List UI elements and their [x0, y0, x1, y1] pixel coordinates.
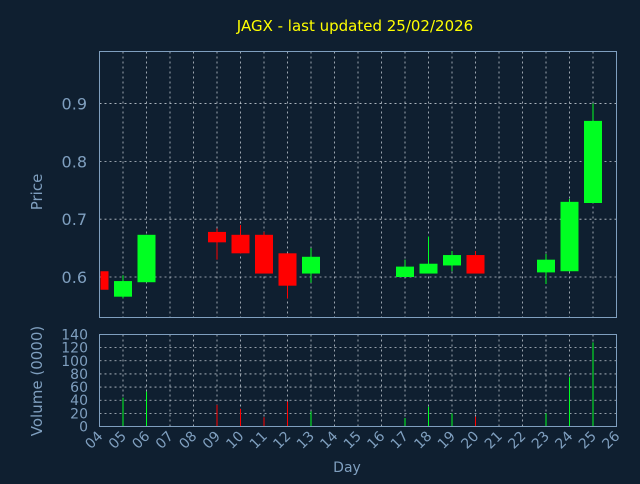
day-tick-label: 12 [270, 429, 294, 453]
price-plot-frame [99, 51, 617, 318]
candle-body [584, 120, 602, 204]
candle [443, 251, 461, 272]
day-tick-label: 07 [153, 429, 177, 453]
candle [137, 234, 156, 283]
price-tick-labels: 0.6 0.7 0.8 0.9 [62, 95, 87, 287]
candle [302, 248, 320, 283]
candle-body [466, 255, 485, 274]
candle-body [537, 259, 555, 273]
candle-body [419, 263, 438, 274]
day-tick-label: 15 [341, 429, 365, 453]
day-tick-label: 14 [317, 428, 341, 452]
day-tick-label: 13 [294, 429, 318, 453]
volume-tick-label: 20 [70, 406, 88, 422]
volume-gridlines [99, 334, 617, 427]
day-tick-label: 05 [106, 429, 130, 453]
volume-tick-label: 100 [61, 354, 88, 370]
candle [396, 259, 414, 278]
volume-tick-label: 60 [70, 380, 88, 396]
candle [537, 253, 555, 284]
price-tick-label: 0.9 [62, 95, 87, 114]
candle [231, 224, 250, 254]
day-tick-label: 25 [576, 429, 600, 453]
price-tick-label: 0.7 [62, 210, 87, 229]
day-tick-label: 09 [200, 429, 224, 453]
volume-tick-label: 140 [61, 328, 88, 344]
day-tick-label: 22 [505, 429, 529, 453]
candle [255, 231, 273, 274]
volume-axis-label: Volume (0000) [28, 326, 46, 436]
day-tick-label: 21 [482, 429, 506, 453]
candle [466, 251, 485, 274]
candle [560, 198, 579, 272]
day-tick-label: 24 [552, 428, 576, 452]
volume-tick-label: 80 [70, 367, 88, 383]
price-axis-label: Price [28, 174, 46, 211]
candle-body [302, 256, 320, 274]
volume-tick-label: 40 [70, 393, 88, 409]
volume-tick-label: 120 [61, 341, 88, 357]
chart-title: JAGX - last updated 25/02/2026 [236, 17, 473, 35]
day-tick-label: 11 [247, 429, 271, 453]
day-tick-label: 23 [529, 429, 553, 453]
day-tick-label: 19 [435, 429, 459, 453]
candle-body [114, 281, 132, 297]
candle-body [560, 201, 579, 272]
candle-body [208, 231, 226, 243]
day-tick-label: 10 [223, 429, 247, 453]
day-tick-label: 18 [411, 429, 435, 453]
candle-body [231, 234, 250, 254]
candle-body [396, 266, 414, 278]
day-tick-label: 17 [388, 429, 412, 453]
volume-series [99, 342, 594, 427]
candle-body [137, 234, 156, 283]
candle-body [100, 271, 109, 290]
day-axis-label: Day [333, 460, 361, 476]
volume-plot-frame [99, 334, 617, 427]
candle [114, 275, 132, 299]
volume-tick-label: 0 [79, 420, 88, 436]
day-tick-label: 16 [364, 428, 388, 452]
day-tick-label: 26 [599, 428, 623, 452]
price-gridlines [99, 51, 617, 318]
candlestick-series [99, 103, 602, 299]
candle [419, 236, 438, 274]
day-tick-labels: 04 05 06 07 08 09 10 11 12 13 14 15 16 17 18 19 20 21 22 23… [82, 428, 623, 452]
candle-body [278, 253, 297, 286]
day-tick-label: 06 [129, 428, 153, 452]
day-tick-label: 08 [176, 429, 200, 453]
candle [584, 103, 602, 204]
candle [278, 253, 297, 299]
price-tick-label: 0.8 [62, 152, 87, 171]
candle [208, 228, 226, 260]
day-tick-label: 20 [458, 429, 482, 453]
candle-body [255, 234, 273, 274]
candle-body [443, 255, 461, 266]
price-tick-label: 0.6 [62, 268, 87, 287]
candle [99, 271, 109, 290]
